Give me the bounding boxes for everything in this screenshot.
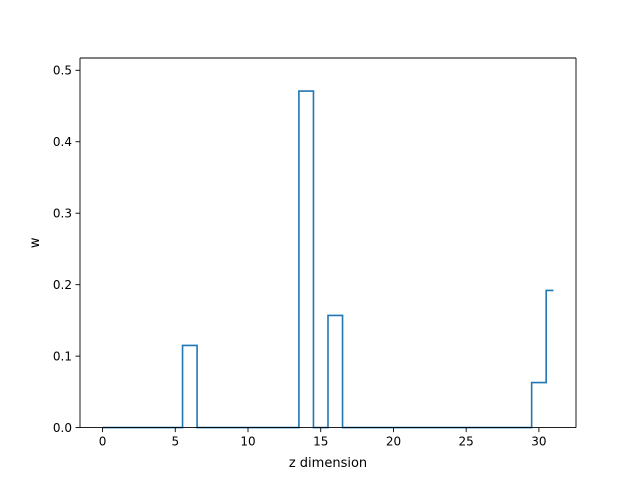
y-tick-label: 0.1 xyxy=(53,349,72,363)
y-tick-label: 0.3 xyxy=(53,207,72,221)
x-tick-label: 30 xyxy=(531,435,546,449)
x-tick-label: 10 xyxy=(240,435,255,449)
x-tick-label: 5 xyxy=(171,435,179,449)
y-tick-label: 0.2 xyxy=(53,278,72,292)
y-tick-label: 0.4 xyxy=(53,135,72,149)
y-tick-label: 0.0 xyxy=(53,421,72,435)
x-tick-label: 20 xyxy=(386,435,401,449)
x-axis-label: z dimension xyxy=(289,456,367,471)
x-tick-label: 25 xyxy=(459,435,474,449)
x-axis-ticks: 0 5 10 15 20 25 30 xyxy=(99,427,547,449)
y-axis-label: w xyxy=(28,237,43,248)
y-axis-ticks: 0.0 0.1 0.2 0.3 0.4 0.5 xyxy=(53,64,80,435)
x-tick-label: 15 xyxy=(313,435,328,449)
y-tick-label: 0.5 xyxy=(53,64,72,78)
x-tick-label: 0 xyxy=(99,435,107,449)
axes-frame xyxy=(79,57,577,429)
